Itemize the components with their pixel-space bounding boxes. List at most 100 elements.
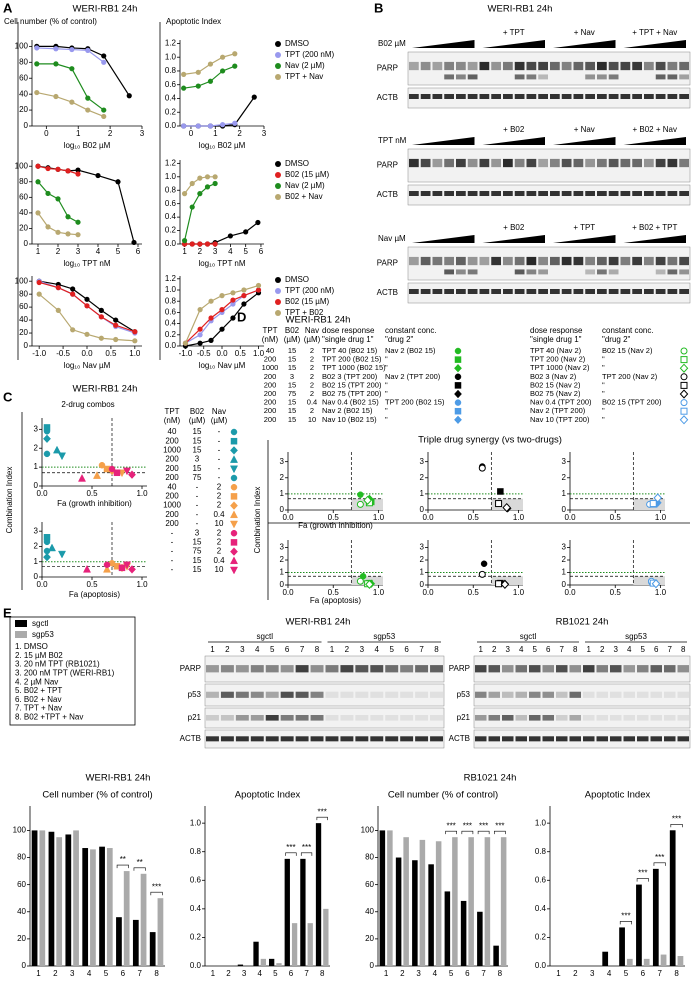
data-point (232, 120, 238, 126)
table-cell: 200 (165, 473, 179, 482)
table-cell: 200 (264, 380, 277, 389)
y-tick-label: 1 (420, 489, 425, 498)
data-point (36, 279, 42, 286)
blot-band (573, 94, 584, 99)
group-header: + B02 (503, 223, 525, 232)
blot-row-label: p53 (457, 690, 471, 699)
legend-marker (275, 288, 281, 294)
blot-band (585, 94, 595, 99)
x-tick-label: 1.0 (253, 349, 265, 358)
table-marker (454, 399, 462, 406)
blot-band (538, 94, 548, 99)
y-tick-label: 100 (13, 826, 27, 835)
table-cell: Nav 2 (TPT 200) (385, 372, 441, 381)
x-tick-label: 3 (262, 129, 267, 138)
condition-label: 8. B02 +TPT + Nav (15, 713, 83, 722)
blot-band (655, 61, 666, 71)
blot-band (491, 158, 501, 168)
blot-band (514, 94, 525, 99)
bar (484, 837, 491, 966)
table-marker (454, 407, 462, 415)
table-cell: 2 (310, 363, 314, 372)
blot-band (623, 691, 635, 698)
y-tick-label: 3 (34, 526, 39, 535)
blot-band (583, 691, 595, 698)
bar (626, 958, 633, 966)
x-tick-label: 4 (228, 247, 233, 256)
y-tick-label: 2 (34, 443, 39, 452)
blot-band (355, 736, 369, 742)
group-title: WERI-RB1 24h (86, 773, 151, 784)
dose-wedge (482, 235, 545, 243)
table-cell: 200 (264, 398, 277, 407)
x-tick-label: 5 (624, 969, 629, 978)
blot-band (514, 74, 525, 80)
bar (307, 923, 313, 966)
data-point (189, 180, 195, 187)
blot-band (479, 191, 490, 196)
bar (460, 900, 467, 966)
x-tick-label: 0.0 (564, 588, 576, 597)
data-point (82, 564, 92, 573)
blot-band (444, 61, 454, 71)
data-point (478, 464, 486, 472)
x-tick-label: 1 (36, 969, 41, 978)
blot-band (608, 94, 619, 99)
data-point (208, 315, 214, 321)
data-point (230, 301, 236, 307)
x-axis-label: log₁₀ TPT nM (198, 259, 245, 268)
table-cell: - (218, 436, 221, 445)
blot-band (479, 289, 490, 294)
x-tick-label: 2 (573, 969, 578, 978)
table-marker (230, 483, 238, 491)
blot-band (667, 256, 678, 266)
blot-band (432, 289, 443, 294)
table-marker (454, 373, 462, 381)
blot-band (637, 736, 649, 742)
bar (99, 846, 105, 966)
blot-band (325, 665, 339, 673)
x-tick-label: 7 (481, 969, 486, 978)
blot-band (679, 61, 689, 71)
blot-band (456, 191, 466, 196)
blot-band (677, 715, 689, 721)
blot-band (488, 715, 500, 721)
blot-band (295, 691, 309, 698)
data-point (95, 172, 101, 179)
condition-label: 7. TPT + Nav (15, 704, 62, 713)
data-point (243, 229, 249, 235)
x-tick-label: 8 (674, 969, 679, 978)
legend-label: sgctl (32, 619, 49, 628)
blot-band (620, 191, 631, 196)
blot-band (340, 691, 354, 698)
y-tick-label: 1 (562, 489, 567, 498)
dose-wedge (623, 40, 686, 48)
table-cell: 200 (165, 510, 179, 519)
group-header: + TPT + Nav (632, 28, 677, 37)
blot-band (538, 61, 548, 71)
blot-row-label: p53 (188, 690, 202, 699)
lane-label: 2 (345, 645, 350, 654)
table-cell: 15 (288, 363, 296, 372)
data-point (195, 123, 201, 129)
data-point (115, 179, 121, 185)
data-point (207, 78, 214, 84)
y-tick-label: 0.2 (190, 933, 202, 942)
x-tick-label: 3 (242, 969, 247, 978)
table-cell: - (196, 510, 199, 519)
table-cell: 3 (290, 372, 294, 381)
blot-band (637, 691, 649, 698)
legend-label: Nav (2 µM) (285, 61, 325, 70)
chart-title: Apoptotic Index (166, 17, 221, 26)
table-cell: 15 (193, 565, 202, 574)
table-marker (229, 520, 239, 529)
table-marker (680, 399, 688, 407)
blot-band (585, 61, 595, 71)
blot (204, 707, 445, 729)
blot-band (355, 691, 369, 698)
blot-band (415, 736, 429, 742)
table-marker (230, 474, 238, 482)
x-tick-label: 3 (70, 969, 75, 978)
blot-band (608, 191, 619, 196)
